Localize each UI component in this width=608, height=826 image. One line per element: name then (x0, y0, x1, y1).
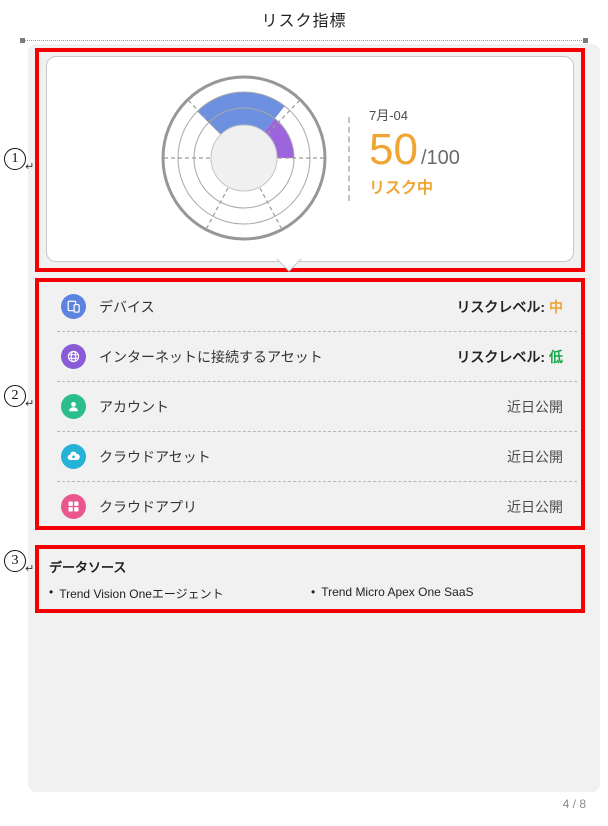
return-mark: ↵ (25, 161, 35, 173)
list-item-accounts[interactable]: アカウント 近日公開 (39, 382, 581, 431)
return-mark: ↵ (25, 563, 35, 575)
annotation-box-1 (35, 48, 585, 272)
cloud-app-icon (61, 494, 86, 519)
risk-score-value: 50 (369, 125, 418, 174)
gauge-blue-segment (197, 91, 285, 135)
coming-soon-status: 近日公開 (507, 398, 563, 415)
annotation-box-3 (35, 545, 585, 613)
annotation-marker-1: 1 (4, 148, 26, 170)
page-title: リスク指標 (261, 13, 347, 30)
globe-icon (61, 344, 86, 369)
list-item-devices[interactable]: デバイス リスクレベル: 中 (39, 282, 581, 331)
cloud-icon (61, 444, 86, 469)
data-source-item: • Trend Micro Apex One SaaS (311, 585, 474, 602)
data-source-item: • Trend Vision Oneエージェント (39, 585, 311, 602)
risk-level-status: リスクレベル: 中 (456, 298, 563, 315)
score-date: 7月-04 (369, 108, 409, 123)
risk-score-card: 7月-04 50 /100 リスク中 (46, 56, 574, 262)
list-item-cloud-assets[interactable]: クラウドアセット 近日公開 (39, 432, 581, 481)
risk-gauge-chart (161, 75, 327, 241)
data-sources-section: データソース • Trend Vision Oneエージェント • Trend … (39, 549, 581, 602)
list-item-label: クラウドアプリ (99, 498, 197, 515)
score-divider-line (348, 117, 350, 201)
risk-level-status: リスクレベル: 低 (456, 348, 563, 365)
risk-factor-list: デバイス リスクレベル: 中 インターネットに接続するアセット リスクレベル: … (39, 282, 581, 531)
coming-soon-status: 近日公開 (507, 448, 563, 465)
data-source-label: Trend Micro Apex One SaaS (321, 585, 474, 599)
dashed-separator (57, 381, 577, 382)
coming-soon-status: 近日公開 (507, 498, 563, 515)
annotation-box-2 (35, 278, 585, 530)
return-mark: ↵ (25, 398, 35, 410)
selection-dotted-line (20, 38, 588, 43)
devices-icon (61, 294, 86, 319)
selection-handle-left[interactable] (20, 38, 25, 43)
list-item-label: インターネットに接続するアセット (99, 348, 323, 365)
risk-score-max: /100 (420, 147, 460, 169)
gauge-purple-segment (264, 118, 294, 158)
dashed-separator (57, 481, 577, 482)
list-item-label: デバイス (99, 298, 155, 315)
data-source-label: Trend Vision Oneエージェント (59, 587, 224, 601)
dashed-separator (57, 331, 577, 332)
bullet: • (311, 585, 316, 599)
risk-level-label: リスク中 (369, 180, 434, 197)
risk-score-block: 7月-04 50 /100 リスク中 (369, 105, 460, 198)
list-item-label: アカウント (99, 398, 169, 415)
dashed-separator (57, 431, 577, 432)
annotation-marker-3: 3 (4, 550, 26, 572)
selection-handle-right[interactable] (583, 38, 588, 43)
list-item-cloud-apps[interactable]: クラウドアプリ 近日公開 (39, 482, 581, 531)
account-icon (61, 394, 86, 419)
list-item-internet-assets[interactable]: インターネットに接続するアセット リスクレベル: 低 (39, 332, 581, 381)
annotation-marker-2: 2 (4, 385, 26, 407)
data-sources-title: データソース (49, 560, 127, 575)
bullet: • (49, 585, 54, 599)
page-indicator: 4 / 8 (562, 797, 586, 811)
list-item-label: クラウドアセット (99, 448, 211, 465)
